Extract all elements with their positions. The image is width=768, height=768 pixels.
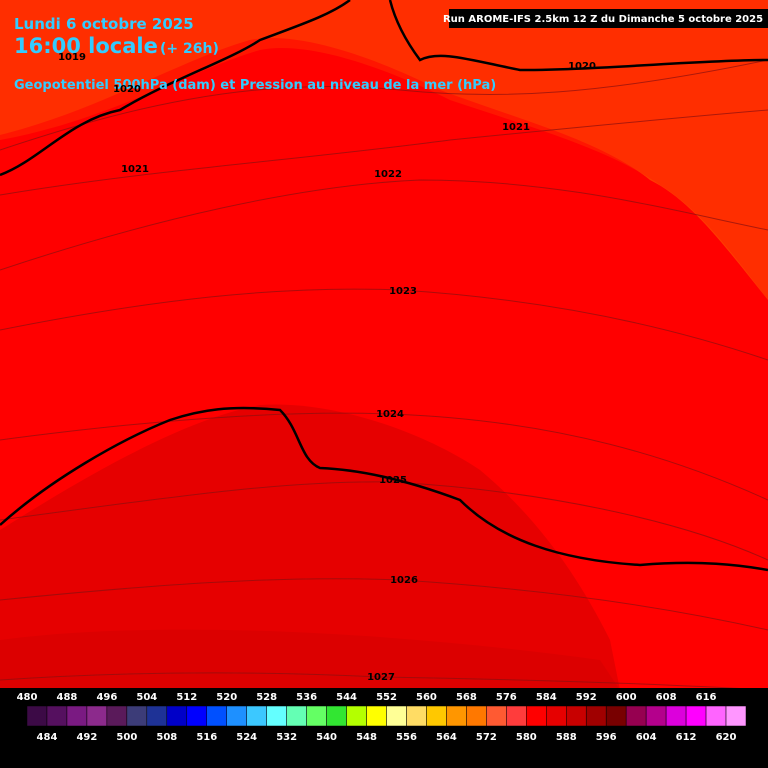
- scale-swatch: [226, 705, 247, 727]
- scale-label: 508: [156, 732, 177, 743]
- scale-swatch: [366, 705, 387, 727]
- scale-label: 484: [37, 732, 58, 743]
- isobar-label: 1021: [502, 122, 530, 133]
- scale-label: 592: [576, 692, 597, 703]
- scale-swatch: [585, 705, 607, 727]
- scale-label: 560: [416, 692, 437, 703]
- scale-label: 528: [256, 692, 277, 703]
- legend-panel: [0, 688, 768, 768]
- scale-label: 520: [216, 692, 237, 703]
- region-dark: [0, 404, 620, 690]
- scale-swatch: [306, 705, 327, 727]
- scale-swatch: [685, 705, 707, 727]
- scale-swatch: [645, 705, 667, 727]
- scale-label: 588: [556, 732, 577, 743]
- subtitle: Geopotentiel 500hPa (dam) et Pression au…: [14, 78, 496, 93]
- isobar-label: 1021: [121, 164, 149, 175]
- isobar-label: 1025: [379, 475, 407, 486]
- scale-label: 576: [496, 692, 517, 703]
- scale-label: 492: [76, 732, 97, 743]
- scale-swatch: [166, 705, 188, 727]
- isobar-label: 1023: [389, 286, 417, 297]
- isobar-label: 1019: [58, 52, 86, 63]
- scale-swatch: [566, 705, 587, 727]
- scale-swatch: [526, 705, 547, 727]
- isobar-label: 1022: [374, 169, 402, 180]
- scale-label: 536: [296, 692, 317, 703]
- isobar-label: 1020: [113, 84, 141, 95]
- scale-label: 512: [176, 692, 197, 703]
- isobar-label: 1026: [390, 575, 418, 586]
- scale-swatch: [446, 705, 467, 727]
- scale-swatch: [86, 705, 108, 727]
- scale-label: 612: [676, 732, 697, 743]
- scale-swatch: [266, 705, 287, 727]
- scale-swatch: [725, 705, 747, 727]
- scale-swatch: [286, 705, 307, 727]
- date: Lundi 6 octobre 2025: [14, 15, 194, 33]
- scale-label: 556: [396, 732, 417, 743]
- isobar-label: 1020: [568, 61, 596, 72]
- scale-label: 540: [316, 732, 337, 743]
- region-darker: [0, 629, 620, 690]
- scale-label: 496: [96, 692, 117, 703]
- run-info: Run AROME-IFS 2.5km 12 Z du Dimanche 5 o…: [443, 14, 763, 25]
- scale-swatch: [186, 705, 207, 727]
- run-box: [449, 9, 768, 28]
- scale-swatch: [346, 705, 367, 727]
- scale-swatch: [326, 705, 347, 727]
- scale-swatch: [386, 705, 407, 727]
- scale-label: 544: [336, 692, 357, 703]
- scale-swatch: [466, 705, 487, 727]
- scale-label: 604: [636, 732, 657, 743]
- scale-label: 488: [57, 692, 78, 703]
- scale-swatch: [26, 705, 48, 727]
- scale-label: 620: [716, 732, 737, 743]
- scale-label: 572: [476, 732, 497, 743]
- scale-label: 584: [536, 692, 557, 703]
- scale-swatch: [106, 705, 128, 727]
- scale-swatch: [665, 705, 687, 727]
- scale-label: 552: [376, 692, 397, 703]
- scale-swatch: [506, 705, 527, 727]
- scale-swatch: [546, 705, 567, 727]
- scale-swatch: [206, 705, 227, 727]
- scale-label: 616: [696, 692, 717, 703]
- scale-swatch: [126, 705, 148, 727]
- lead-time: (+ 26h): [160, 41, 219, 57]
- scale-swatch: [605, 705, 627, 727]
- scale-swatch: [66, 705, 88, 727]
- scale-swatch: [625, 705, 647, 727]
- scale-label: 564: [436, 732, 457, 743]
- scale-label: 580: [516, 732, 537, 743]
- scale-label: 500: [116, 732, 137, 743]
- scale-swatch: [486, 705, 507, 727]
- scale-label: 596: [596, 732, 617, 743]
- time: 16:00 locale: [14, 34, 158, 58]
- scale-swatch: [705, 705, 727, 727]
- scale-label: 524: [236, 732, 257, 743]
- scale-label: 568: [456, 692, 477, 703]
- isobar-label: 1024: [376, 409, 404, 420]
- scale-label: 600: [616, 692, 637, 703]
- isobar-lines: [0, 59, 768, 691]
- scale-label: 532: [276, 732, 297, 743]
- scale-label: 608: [656, 692, 677, 703]
- scale-swatch: [406, 705, 427, 727]
- isobar-label: 1027: [367, 672, 395, 683]
- scale-swatch: [46, 705, 68, 727]
- scale-swatch: [146, 705, 168, 727]
- scale-swatch: [426, 705, 447, 727]
- scale-swatch: [246, 705, 267, 727]
- scale-label: 480: [17, 692, 38, 703]
- scale-label: 516: [196, 732, 217, 743]
- scale-label: 548: [356, 732, 377, 743]
- borders: [0, 0, 768, 572]
- scale-label: 504: [136, 692, 157, 703]
